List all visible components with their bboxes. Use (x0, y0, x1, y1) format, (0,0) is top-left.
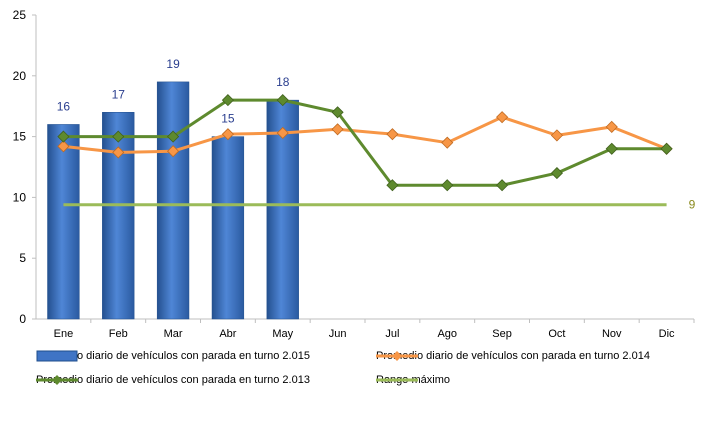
data-point-marker (112, 146, 125, 159)
data-label: 16 (57, 99, 71, 113)
y-tick-label: 10 (13, 190, 27, 204)
legend-item: Rango máximo (376, 374, 450, 386)
x-tick-label: Dic (659, 328, 675, 340)
legend-marker (392, 351, 402, 361)
legend-swatch (376, 378, 418, 382)
data-point-marker (331, 106, 344, 119)
y-tick-label: 5 (19, 251, 26, 265)
legend-label: Promedio diario de vehículos con parada … (376, 350, 650, 362)
y-tick-label: 20 (13, 69, 27, 83)
data-label: 17 (112, 87, 126, 101)
data-point-marker (550, 167, 563, 180)
x-tick-label: Nov (602, 328, 622, 340)
data-label: 9 (689, 198, 696, 212)
data-point-marker (276, 94, 289, 107)
x-tick-label: Mar (164, 328, 183, 340)
bar (102, 112, 135, 320)
x-tick-label: Oct (548, 328, 565, 340)
data-point-marker (221, 94, 234, 107)
data-point-marker (441, 179, 454, 192)
x-tick-label: Abr (219, 328, 236, 340)
x-tick-label: Jul (385, 328, 399, 340)
y-tick-label: 25 (13, 8, 27, 22)
x-tick-label: Sep (492, 328, 512, 340)
data-label: 18 (276, 75, 290, 89)
data-label: 19 (166, 57, 180, 71)
data-point-marker (386, 128, 399, 141)
data-point-marker (441, 136, 454, 149)
legend-swatch (36, 350, 78, 362)
data-point-marker (550, 129, 563, 142)
data-point-marker (57, 130, 70, 143)
legend-label: Promedio diario de vehículos con parada … (36, 374, 310, 386)
data-point-marker (167, 130, 180, 143)
bar (47, 124, 80, 320)
x-tick-label: Jun (329, 328, 347, 340)
data-point-marker (660, 142, 673, 155)
x-tick-label: May (272, 328, 293, 340)
data-point-marker (276, 126, 289, 140)
data-point-marker (496, 111, 509, 124)
data-label: 15 (221, 112, 235, 126)
x-tick-label: Ago (437, 328, 457, 340)
data-point-marker (605, 120, 618, 133)
legend-item: Promedio diario de vehículos con parada … (36, 374, 310, 386)
data-point-marker (57, 140, 70, 153)
bar (211, 136, 245, 320)
legend-marker (52, 375, 62, 385)
bar (156, 81, 190, 320)
data-point-marker (605, 142, 618, 155)
x-tick-label: Feb (109, 328, 128, 340)
legend-item: Promedio diario de vehículos con parada … (376, 350, 650, 362)
y-tick-label: 0 (19, 312, 26, 326)
x-tick-label: Ene (54, 328, 74, 340)
data-point-marker (386, 179, 399, 192)
data-point-marker (331, 123, 344, 136)
data-point-marker (112, 130, 125, 143)
legend-swatch (376, 351, 418, 361)
data-point-marker (496, 179, 509, 192)
legend-swatch (36, 375, 78, 385)
data-point-marker (167, 145, 180, 158)
legend-label: Promedio diario de vehículos con parada … (36, 350, 310, 362)
legend-item: Promedio diario de vehículos con parada … (36, 350, 310, 362)
y-tick-label: 15 (13, 130, 27, 144)
legend-bar-swatch (36, 350, 78, 362)
series-line (63, 98, 667, 187)
series-line (63, 115, 668, 154)
data-point-marker (221, 128, 234, 141)
